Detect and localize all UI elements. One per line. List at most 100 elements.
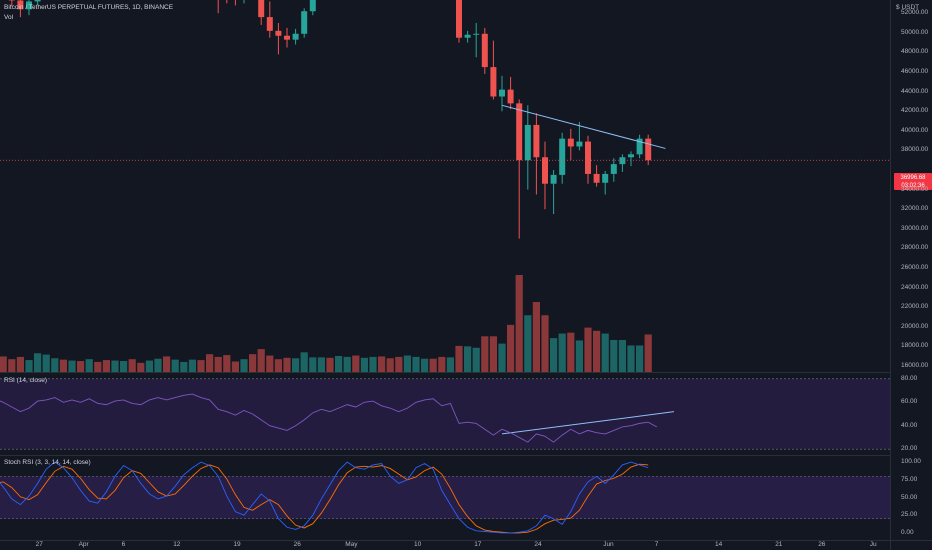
candle-body bbox=[490, 67, 497, 97]
time-tick-label: 26 bbox=[818, 541, 826, 548]
volume-bar bbox=[257, 349, 265, 372]
candle-body bbox=[456, 0, 462, 38]
price-tick-label: 52000.00 bbox=[901, 9, 929, 17]
candle-body bbox=[499, 89, 505, 97]
price-tick-label: 16000.00 bbox=[901, 362, 929, 369]
volume-bar bbox=[102, 360, 110, 372]
time-tick-label: 6 bbox=[121, 541, 126, 548]
volume-bar bbox=[618, 339, 626, 372]
candle-countdown: 03:02:36 bbox=[901, 183, 925, 189]
stoch-rsi-title[interactable]: Stoch RSI (3, 3, 14, 14, close) bbox=[4, 459, 91, 466]
volume-bar bbox=[627, 345, 635, 372]
volume-bar bbox=[567, 332, 575, 372]
volume-bar bbox=[386, 358, 394, 372]
last-price-tag: 36996.68 03:02:36 bbox=[894, 173, 932, 190]
time-tick-label: 26 bbox=[293, 541, 301, 548]
volume-bar bbox=[575, 340, 583, 372]
volume-bar bbox=[274, 359, 282, 372]
volume-bar bbox=[515, 275, 523, 372]
volume-bar bbox=[145, 360, 153, 372]
rsi-trendline bbox=[501, 411, 675, 435]
candle-body bbox=[628, 154, 634, 158]
volume-bar bbox=[85, 359, 93, 372]
volume-bar bbox=[369, 356, 377, 372]
candle-body bbox=[593, 173, 600, 183]
stoch-tick-label: 25.00 bbox=[901, 511, 918, 519]
volume-bar bbox=[378, 356, 386, 372]
volume-bar bbox=[472, 347, 480, 372]
volume-bar bbox=[489, 336, 497, 372]
price-tick-label: 22000.00 bbox=[901, 303, 929, 311]
stoch-d-line bbox=[0, 463, 649, 534]
time-tick-label: 24 bbox=[534, 541, 542, 548]
price-tick-label: 38000.00 bbox=[901, 146, 929, 154]
volume-bar bbox=[412, 356, 420, 372]
rsi-tick-label: 60.00 bbox=[901, 398, 918, 406]
volume-indicator-label[interactable]: Vol bbox=[4, 14, 14, 21]
rsi-title[interactable]: RSI (14, close) bbox=[4, 377, 47, 384]
volume-bar bbox=[403, 355, 411, 372]
volume-bar bbox=[541, 315, 549, 372]
volume-bar bbox=[266, 355, 274, 372]
volume-bar bbox=[550, 338, 558, 372]
candle-body bbox=[34, 0, 41, 2]
volume-bar bbox=[326, 357, 334, 372]
candle-body bbox=[473, 33, 480, 35]
candle-body bbox=[516, 103, 523, 161]
candle-body bbox=[275, 30, 282, 36]
volume-bar bbox=[584, 327, 592, 372]
stoch-tick-label: 50.00 bbox=[901, 493, 918, 501]
candle-body bbox=[292, 33, 299, 40]
volume-bar bbox=[429, 358, 437, 372]
volume-bar bbox=[524, 315, 532, 372]
volume-bar bbox=[59, 359, 67, 372]
volume-bar bbox=[42, 354, 50, 372]
volume-bar bbox=[249, 354, 257, 372]
price-tick-label: 20000.00 bbox=[901, 322, 929, 330]
volume-bar bbox=[317, 357, 325, 372]
stoch-band bbox=[0, 476, 890, 519]
candle-body bbox=[301, 11, 308, 34]
volume-bar bbox=[8, 359, 16, 372]
volume-bar bbox=[94, 361, 102, 372]
volume-bar bbox=[636, 345, 644, 372]
rsi-band bbox=[0, 378, 890, 450]
volume-bar bbox=[309, 357, 317, 372]
rsi-tick-label: 20.00 bbox=[901, 445, 918, 453]
price-tick-label: 28000.00 bbox=[901, 244, 929, 252]
candle-body bbox=[585, 141, 591, 174]
price-tick-label: 46000.00 bbox=[901, 68, 929, 75]
time-tick-label: 7 bbox=[654, 541, 659, 548]
candle-body bbox=[645, 138, 652, 161]
time-tick-label: Apr bbox=[78, 541, 89, 548]
time-tick-label: 17 bbox=[474, 541, 482, 548]
volume-bar bbox=[68, 360, 76, 372]
volume-bar bbox=[421, 358, 429, 372]
candle-body bbox=[284, 35, 290, 40]
candle-body bbox=[524, 124, 531, 161]
price-tick-label: 26000.00 bbox=[901, 264, 929, 271]
volume-bar bbox=[51, 358, 59, 372]
time-tick-label: May bbox=[345, 541, 358, 548]
stoch-k-line bbox=[0, 461, 649, 534]
volume-bar bbox=[154, 358, 162, 372]
volume-bar bbox=[352, 355, 360, 372]
price-trendline bbox=[501, 104, 666, 149]
time-tick-label: 21 bbox=[775, 541, 783, 548]
price-tick-label: 24000.00 bbox=[901, 283, 929, 291]
stoch-tick-label: 75.00 bbox=[901, 475, 918, 483]
volume-bar bbox=[0, 356, 7, 372]
volume-bar bbox=[197, 360, 205, 372]
volume-bar bbox=[128, 359, 136, 372]
volume-bar bbox=[137, 362, 145, 372]
last-price-value: 36996.68 bbox=[900, 175, 926, 181]
time-tick-label: 14 bbox=[715, 541, 723, 548]
currency-label: $ USDT bbox=[896, 4, 919, 11]
volume-bar bbox=[223, 355, 231, 372]
price-tick-label: 18000.00 bbox=[901, 342, 929, 350]
volume-bar bbox=[206, 354, 214, 372]
candle-body bbox=[550, 174, 557, 184]
candle-body bbox=[258, 0, 265, 18]
